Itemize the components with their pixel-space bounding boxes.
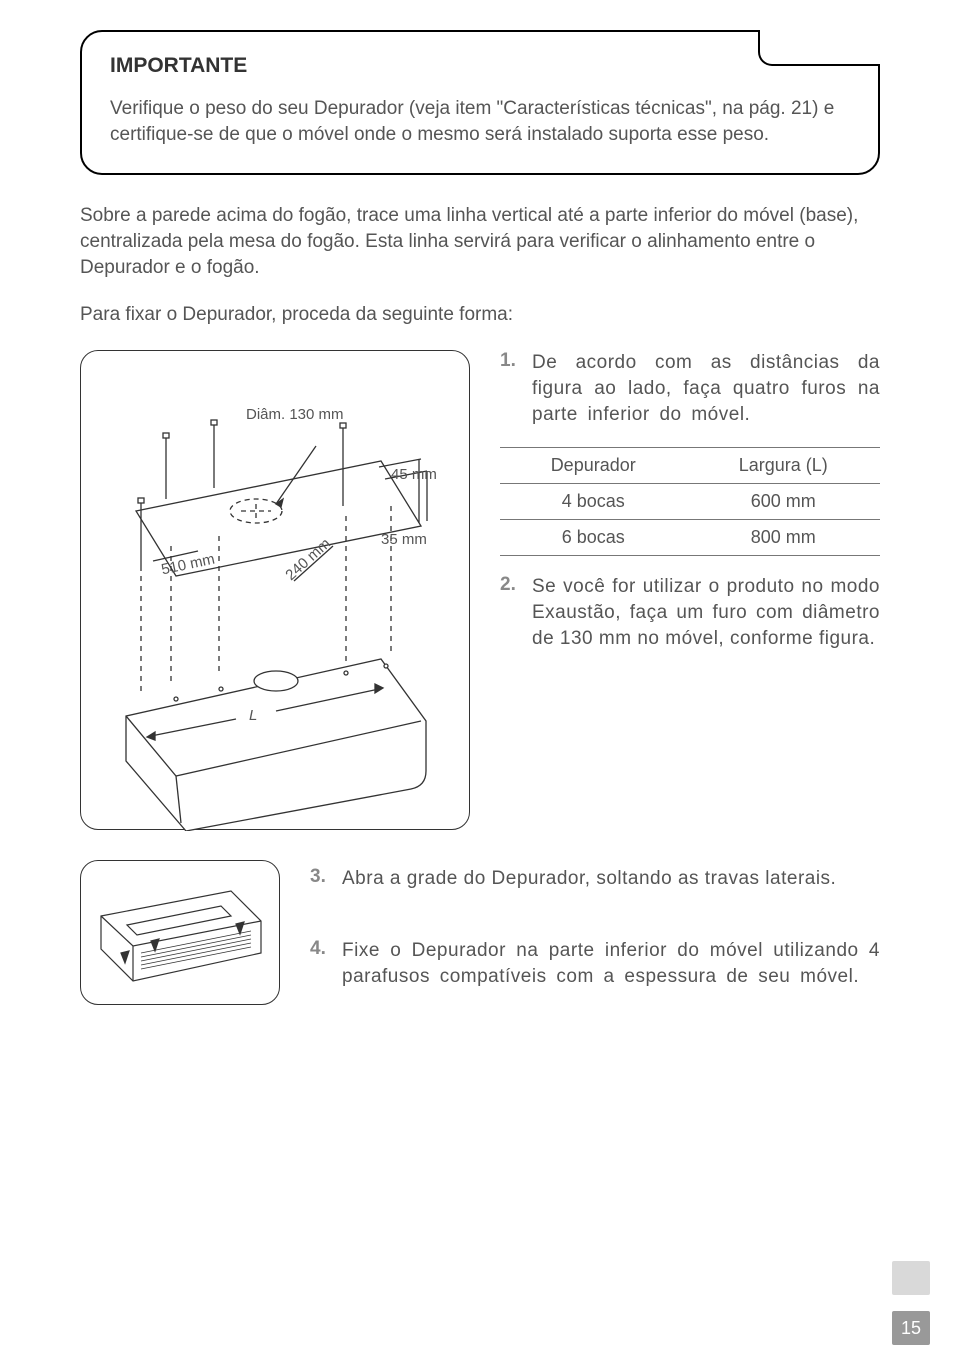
step-1-text: De acordo com as distâncias da figura ao… — [532, 350, 880, 429]
spec-header-1: Largura (L) — [686, 447, 880, 483]
step-1: 1. De acordo com as distâncias da figura… — [500, 350, 880, 429]
side-tab — [892, 1261, 930, 1295]
step-2-text: Se você for utilizar o produto no modo E… — [532, 574, 880, 653]
important-callout: IMPORTANTE Verifique o peso do seu Depur… — [80, 30, 880, 175]
mounting-diagram: Diâm. 130 mm 45 mm 35 mm 240 mm 510 mm L — [80, 350, 470, 830]
intro-paragraph-1: Sobre a parede acima do fogão, trace uma… — [80, 203, 880, 280]
step-1-num: 1. — [500, 350, 522, 429]
step-2: 2. Se você for utilizar o produto no mod… — [500, 574, 880, 653]
diam-label: Diâm. 130 mm — [246, 406, 344, 423]
page-number: 15 — [892, 1311, 930, 1345]
d45-label: 45 mm — [391, 466, 437, 483]
table-row: 6 bocas 800 mm — [500, 519, 880, 555]
step-3-num: 3. — [310, 866, 332, 892]
width-spec-table: Depurador Largura (L) 4 bocas 600 mm 6 b… — [500, 447, 880, 556]
step-2-num: 2. — [500, 574, 522, 653]
L-label: L — [249, 707, 257, 724]
instruction-row-2: 3. Abra a grade do Depurador, soltando a… — [80, 860, 880, 1009]
spec-header-0: Depurador — [500, 447, 686, 483]
step-4: 4. Fixe o Depurador na parte inferior do… — [310, 938, 880, 990]
step-4-text: Fixe o Depurador na parte inferior do mó… — [342, 938, 880, 990]
grille-diagram — [80, 860, 280, 1005]
instruction-row-1: Diâm. 130 mm 45 mm 35 mm 240 mm 510 mm L… — [80, 350, 880, 830]
callout-body: Verifique o peso do seu Depurador (veja … — [110, 96, 850, 147]
intro-paragraph-2: Para fixar o Depurador, proceda da segui… — [80, 302, 880, 328]
step-3-text: Abra a grade do Depurador, soltando as t… — [342, 866, 836, 892]
table-row: 4 bocas 600 mm — [500, 483, 880, 519]
step-3: 3. Abra a grade do Depurador, soltando a… — [310, 866, 880, 892]
d35-label: 35 mm — [381, 531, 427, 548]
steps-3-4-column: 3. Abra a grade do Depurador, soltando a… — [310, 860, 880, 1009]
steps-1-2-column: 1. De acordo com as distâncias da figura… — [500, 350, 880, 830]
step-4-num: 4. — [310, 938, 332, 990]
callout-title: IMPORTANTE — [110, 54, 850, 78]
